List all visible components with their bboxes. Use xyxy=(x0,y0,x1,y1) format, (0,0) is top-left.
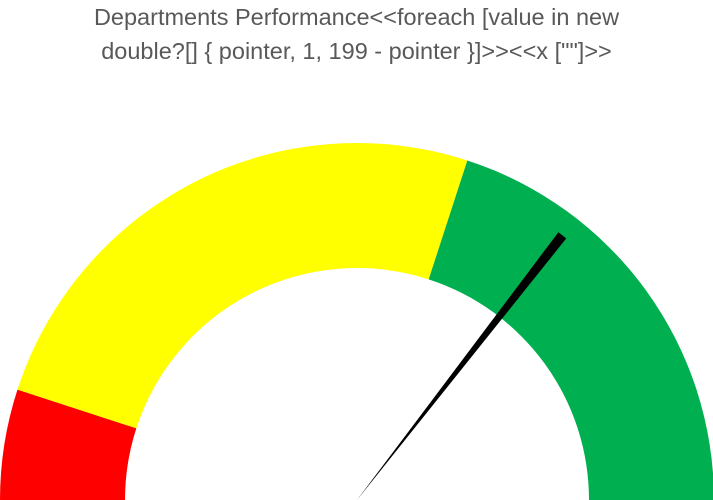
gauge-band-2 xyxy=(17,143,468,429)
chart-title-line-1: Departments Performance<<foreach [value … xyxy=(93,4,620,30)
gauge-pointer-group xyxy=(357,232,567,500)
gauge-pointer xyxy=(357,232,567,500)
gauge-band-1 xyxy=(0,389,137,500)
gauge-band-3 xyxy=(428,160,713,500)
chart-title: Departments Performance<<foreach [value … xyxy=(0,0,713,68)
gauge-bands xyxy=(0,143,713,500)
chart-title-line-2: double?[] { pointer, 1, 199 - pointer }]… xyxy=(101,38,612,64)
